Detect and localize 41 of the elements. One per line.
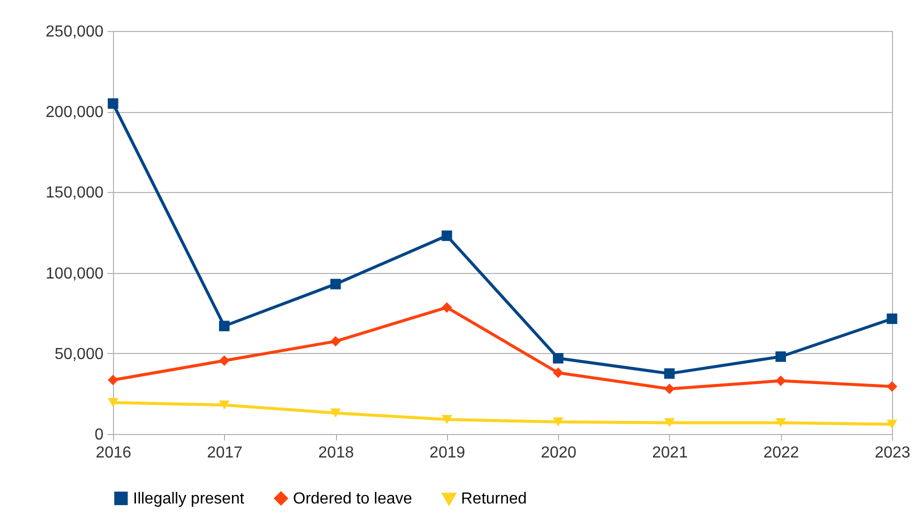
point <box>886 420 898 429</box>
point <box>775 418 786 428</box>
point <box>664 368 675 379</box>
point <box>442 302 452 313</box>
point <box>775 376 786 386</box>
x-tick-label: 2022 <box>763 444 800 462</box>
y-tick-label: 150,000 <box>46 184 104 202</box>
x-tick-label: 2019 <box>430 444 466 462</box>
point <box>664 418 675 428</box>
y-tick-label: 200,000 <box>46 104 104 122</box>
point <box>219 400 230 410</box>
point <box>219 355 230 366</box>
y-tick-label: 100,000 <box>46 265 104 282</box>
y-tick-label: 50,000 <box>54 346 104 363</box>
point <box>664 384 675 394</box>
point <box>442 414 452 424</box>
point <box>330 408 341 418</box>
legend-label: Returned <box>461 490 527 508</box>
point <box>330 336 341 347</box>
x-tick-label: 2020 <box>540 444 577 462</box>
legend-label: Ordered to leave <box>293 490 412 508</box>
legend-label: Illegally present <box>133 490 245 508</box>
point <box>552 352 564 364</box>
point <box>108 374 118 386</box>
point <box>552 368 564 378</box>
point <box>330 278 341 290</box>
point <box>886 314 898 324</box>
point <box>775 351 786 362</box>
point <box>886 381 898 392</box>
point <box>108 98 118 109</box>
y-tick-label: 250,000 <box>46 24 104 40</box>
y-tick-label: 0 <box>94 426 104 444</box>
x-tick-label: 2017 <box>206 444 243 462</box>
point <box>219 320 230 332</box>
point <box>552 417 564 426</box>
x-tick-label: 2018 <box>318 444 354 462</box>
x-tick-label: 2023 <box>874 444 910 462</box>
x-tick-label: 2021 <box>652 444 688 462</box>
point <box>108 398 118 408</box>
x-tick-label: 2016 <box>96 444 132 462</box>
point <box>442 230 452 241</box>
